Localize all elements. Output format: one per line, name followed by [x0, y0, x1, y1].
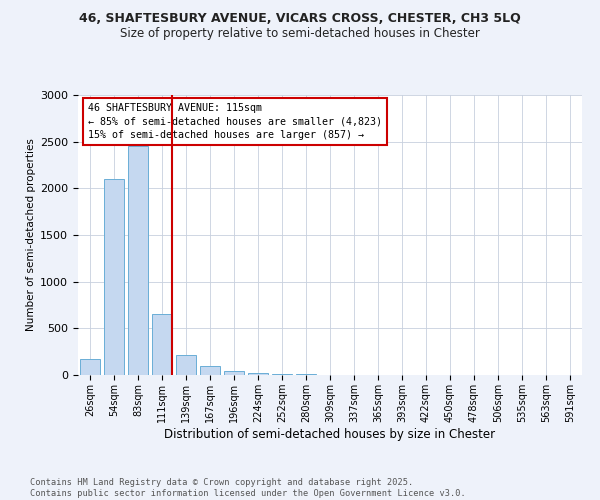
Bar [224, 372, 244, 375]
Bar [128, 146, 148, 375]
Bar [248, 372, 268, 375]
Bar [80, 358, 100, 375]
Y-axis label: Number of semi-detached properties: Number of semi-detached properties [26, 138, 36, 332]
Bar [152, 314, 172, 375]
Bar [272, 374, 292, 375]
Text: Contains HM Land Registry data © Crown copyright and database right 2025.
Contai: Contains HM Land Registry data © Crown c… [30, 478, 466, 498]
Text: Size of property relative to semi-detached houses in Chester: Size of property relative to semi-detach… [120, 28, 480, 40]
Bar [296, 374, 316, 375]
Bar [176, 355, 196, 375]
Bar [104, 179, 124, 375]
X-axis label: Distribution of semi-detached houses by size in Chester: Distribution of semi-detached houses by … [164, 428, 496, 440]
Text: 46 SHAFTESBURY AVENUE: 115sqm
← 85% of semi-detached houses are smaller (4,823)
: 46 SHAFTESBURY AVENUE: 115sqm ← 85% of s… [88, 104, 382, 140]
Text: 46, SHAFTESBURY AVENUE, VICARS CROSS, CHESTER, CH3 5LQ: 46, SHAFTESBURY AVENUE, VICARS CROSS, CH… [79, 12, 521, 26]
Bar [200, 366, 220, 375]
